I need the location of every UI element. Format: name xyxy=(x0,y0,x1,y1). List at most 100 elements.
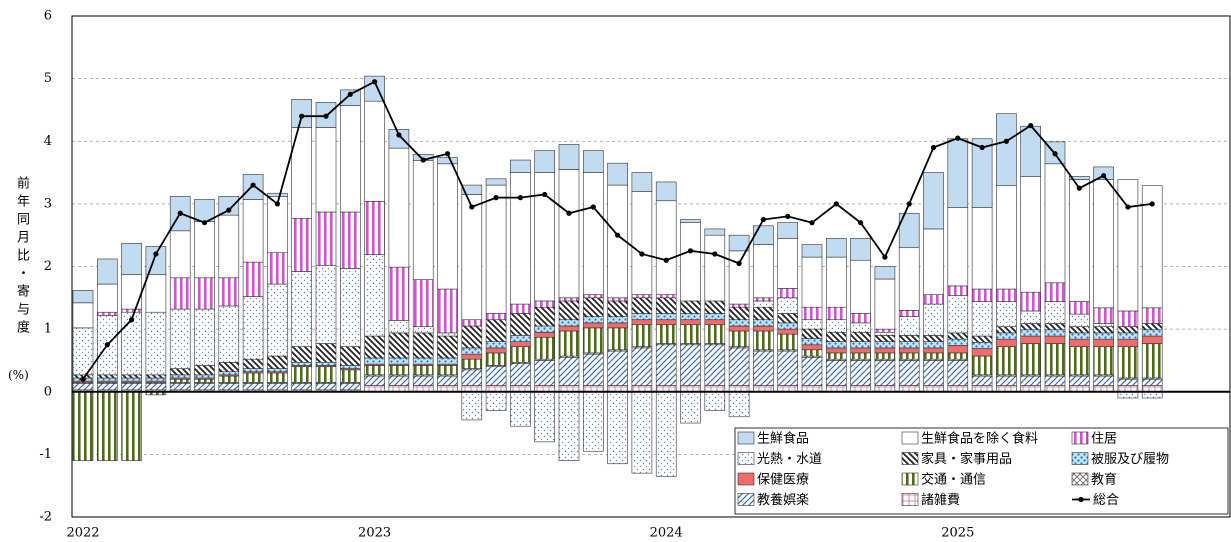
total-marker xyxy=(153,251,159,257)
bar-segment xyxy=(510,172,531,305)
bar-segment xyxy=(582,316,604,324)
bar-segment xyxy=(97,311,118,316)
bar-segment xyxy=(485,184,507,314)
y-axis-title: 前年同月比・寄与度 xyxy=(14,176,29,338)
bar-segment xyxy=(582,294,604,299)
bar-segment xyxy=(947,360,969,386)
bar-segment xyxy=(121,391,142,461)
bar-segment xyxy=(777,288,799,299)
bar-segment xyxy=(801,256,823,308)
bar-segment xyxy=(655,294,677,299)
bar-segment xyxy=(364,201,385,255)
legend-swatch xyxy=(901,493,919,506)
bar-segment xyxy=(898,212,920,249)
bar-segment xyxy=(1069,313,1090,327)
bar-segment xyxy=(704,319,726,326)
legend-swatch xyxy=(737,493,755,506)
bar-segment xyxy=(97,391,118,461)
bar-segment xyxy=(850,259,871,314)
bar-segment xyxy=(971,301,993,337)
bar-segment xyxy=(704,313,726,321)
bar-segment xyxy=(850,322,871,333)
bar-segment xyxy=(631,297,653,314)
bar-segment xyxy=(242,372,264,383)
bar-segment xyxy=(412,365,434,376)
bar-segment xyxy=(631,391,653,474)
bar-segment xyxy=(339,346,361,366)
bar-segment xyxy=(169,277,191,310)
bar-segment xyxy=(947,338,969,346)
bar-segment xyxy=(850,313,871,324)
bar-segment xyxy=(218,196,240,216)
total-marker xyxy=(517,195,524,201)
bar-segment xyxy=(461,369,483,386)
bar-segment xyxy=(1020,329,1042,337)
legend-label: 総合 xyxy=(1093,493,1119,508)
bar-segment xyxy=(947,207,969,287)
bar-segment xyxy=(291,271,313,347)
bar-segment xyxy=(461,319,483,327)
total-marker xyxy=(955,135,961,141)
bar-segment xyxy=(194,383,215,391)
bar-segment xyxy=(267,355,288,369)
total-marker xyxy=(80,376,86,382)
bar-segment xyxy=(1093,326,1114,334)
bar-segment xyxy=(850,238,871,261)
bar-segment xyxy=(364,335,385,359)
total-marker xyxy=(858,220,864,226)
bar-segment xyxy=(971,341,993,349)
bar-segment xyxy=(558,357,580,386)
bar-segment xyxy=(72,302,94,329)
bar-segment xyxy=(971,355,993,376)
total-marker xyxy=(542,191,548,198)
bar-segment xyxy=(339,383,361,391)
bar-segment xyxy=(996,332,1017,340)
bar-segment xyxy=(194,277,215,310)
bar-segment xyxy=(1044,301,1066,324)
bar-segment xyxy=(1069,346,1090,376)
y-tick-label: 3 xyxy=(44,196,52,211)
bar-segment xyxy=(801,349,823,357)
bar-segment xyxy=(1069,375,1090,386)
total-marker xyxy=(930,144,937,151)
bar-segment xyxy=(339,89,361,106)
bar-segment xyxy=(607,391,628,465)
total-marker xyxy=(177,210,183,216)
bar-segment xyxy=(364,75,385,102)
bar-segment xyxy=(510,159,531,173)
y-tick-label: 4 xyxy=(44,134,52,149)
bar-segment xyxy=(607,316,628,324)
bar-segment xyxy=(923,360,944,386)
bar-segment xyxy=(631,324,653,347)
bar-segment xyxy=(801,328,823,339)
bar-segment xyxy=(1141,378,1163,386)
bar-segment xyxy=(850,341,871,349)
bar-segment xyxy=(874,278,896,330)
bar-segment xyxy=(1117,378,1139,386)
bar-segment xyxy=(218,371,240,376)
total-marker xyxy=(1052,151,1058,157)
bar-segment xyxy=(1093,323,1114,327)
total-marker xyxy=(736,260,742,266)
bar-segment xyxy=(534,360,556,386)
bar-segment xyxy=(996,113,1017,187)
bar-segment xyxy=(753,330,774,351)
bar-segment xyxy=(1093,179,1114,309)
total-marker xyxy=(201,220,208,226)
bar-segment xyxy=(801,357,823,386)
bar-segment xyxy=(437,157,458,165)
bar-segment xyxy=(437,365,458,376)
bar-segment xyxy=(267,283,288,357)
bar-segment xyxy=(898,247,920,311)
x-tick-label: 2023 xyxy=(358,526,391,541)
bar-segment xyxy=(582,172,604,295)
total-marker xyxy=(712,251,718,257)
bar-segment xyxy=(364,100,385,202)
legend-swatch xyxy=(901,431,919,445)
total-marker xyxy=(615,232,621,238)
bar-segment xyxy=(218,375,240,383)
legend-label: 住居 xyxy=(1091,432,1117,447)
legend-swatch xyxy=(1071,452,1089,465)
bar-segment xyxy=(728,330,750,347)
bar-segment xyxy=(582,353,604,386)
